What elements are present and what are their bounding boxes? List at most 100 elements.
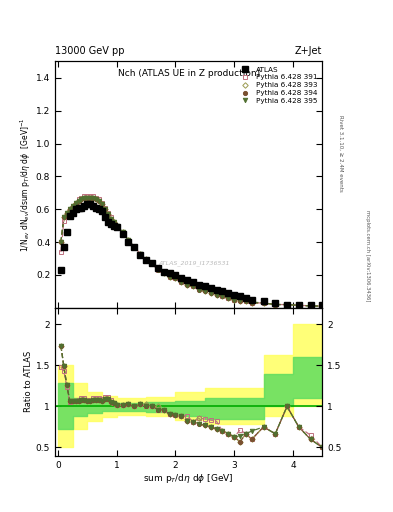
X-axis label: sum p$_T$/d$\eta$ d$\phi$ [GeV]: sum p$_T$/d$\eta$ d$\phi$ [GeV]	[143, 472, 234, 485]
ATLAS	[185, 277, 189, 283]
Pythia 6.428 395	[214, 292, 219, 298]
ATLAS	[144, 257, 149, 263]
Pythia 6.428 391	[261, 300, 266, 306]
Pythia 6.428 391	[156, 267, 160, 273]
ATLAS	[97, 206, 101, 212]
Pythia 6.428 391	[196, 285, 201, 291]
Pythia 6.428 391	[232, 296, 237, 303]
Pythia 6.428 391	[126, 238, 131, 244]
Pythia 6.428 391	[88, 193, 93, 199]
Pythia 6.428 395	[250, 299, 254, 305]
ATLAS	[120, 231, 125, 237]
Pythia 6.428 394	[61, 215, 66, 221]
Pythia 6.428 394	[238, 298, 242, 304]
Pythia 6.428 394	[156, 267, 160, 273]
Text: Nch (ATLAS UE in Z production): Nch (ATLAS UE in Z production)	[118, 69, 260, 78]
Pythia 6.428 391	[285, 302, 289, 308]
Pythia 6.428 393	[208, 290, 213, 296]
Pythia 6.428 395	[196, 287, 201, 293]
Pythia 6.428 393	[214, 292, 219, 298]
Pythia 6.428 395	[208, 290, 213, 296]
Text: 13000 GeV pp: 13000 GeV pp	[55, 46, 125, 56]
Pythia 6.428 393	[138, 250, 143, 257]
Pythia 6.428 391	[173, 275, 178, 282]
Pythia 6.428 394	[214, 292, 219, 298]
Y-axis label: Ratio to ATLAS: Ratio to ATLAS	[24, 351, 33, 412]
ATLAS	[150, 261, 154, 267]
Pythia 6.428 393	[226, 295, 231, 301]
Pythia 6.428 395	[138, 250, 143, 257]
Pythia 6.428 395	[226, 295, 231, 301]
ATLAS	[100, 208, 105, 214]
Pythia 6.428 395	[202, 288, 207, 294]
ATLAS	[138, 252, 143, 259]
ATLAS	[196, 282, 201, 288]
ATLAS	[250, 296, 254, 303]
Pythia 6.428 394	[191, 284, 195, 290]
Pythia 6.428 393	[79, 196, 84, 202]
Pythia 6.428 394	[94, 196, 99, 202]
Pythia 6.428 395	[320, 303, 325, 309]
Pythia 6.428 395	[67, 206, 72, 212]
Pythia 6.428 395	[82, 195, 87, 201]
Line: Pythia 6.428 394: Pythia 6.428 394	[59, 196, 324, 308]
Pythia 6.428 393	[120, 229, 125, 236]
Pythia 6.428 395	[144, 257, 149, 263]
Pythia 6.428 393	[73, 200, 78, 206]
Pythia 6.428 391	[103, 205, 107, 211]
Pythia 6.428 391	[144, 257, 149, 263]
Pythia 6.428 395	[161, 270, 166, 276]
Pythia 6.428 394	[196, 287, 201, 293]
Pythia 6.428 395	[150, 261, 154, 267]
Pythia 6.428 395	[111, 219, 116, 225]
Pythia 6.428 393	[100, 201, 105, 207]
Pythia 6.428 391	[191, 284, 195, 290]
ATLAS	[59, 267, 63, 273]
Pythia 6.428 393	[220, 293, 225, 300]
Text: Z+Jet: Z+Jet	[295, 46, 322, 56]
Pythia 6.428 393	[59, 239, 63, 245]
Pythia 6.428 394	[173, 275, 178, 282]
Pythia 6.428 394	[232, 296, 237, 303]
Pythia 6.428 391	[91, 193, 95, 199]
Pythia 6.428 393	[238, 298, 242, 304]
ATLAS	[232, 292, 237, 298]
Pythia 6.428 393	[94, 196, 99, 202]
Pythia 6.428 393	[85, 195, 90, 201]
Pythia 6.428 394	[100, 201, 105, 207]
Pythia 6.428 395	[244, 298, 248, 304]
Pythia 6.428 394	[208, 290, 213, 296]
ATLAS	[94, 205, 99, 211]
ATLAS	[296, 302, 301, 308]
Pythia 6.428 393	[156, 265, 160, 271]
Line: Pythia 6.428 391: Pythia 6.428 391	[59, 194, 324, 308]
Pythia 6.428 393	[82, 195, 87, 201]
Pythia 6.428 393	[132, 244, 137, 250]
Pythia 6.428 391	[161, 270, 166, 276]
Pythia 6.428 394	[73, 200, 78, 206]
Pythia 6.428 391	[208, 288, 213, 294]
Pythia 6.428 391	[64, 211, 69, 217]
Pythia 6.428 395	[273, 302, 277, 308]
Pythia 6.428 394	[308, 303, 313, 309]
Pythia 6.428 395	[167, 273, 172, 280]
Pythia 6.428 393	[185, 282, 189, 288]
Pythia 6.428 394	[106, 211, 110, 217]
ATLAS	[238, 293, 242, 300]
Pythia 6.428 395	[76, 198, 81, 204]
Pythia 6.428 394	[138, 250, 143, 257]
Pythia 6.428 394	[67, 206, 72, 212]
Pythia 6.428 395	[61, 215, 66, 221]
Text: mcplots.cern.ch [arXiv:1306.3436]: mcplots.cern.ch [arXiv:1306.3436]	[365, 210, 371, 302]
Pythia 6.428 393	[167, 273, 172, 280]
Pythia 6.428 393	[196, 285, 201, 291]
Pythia 6.428 393	[144, 255, 149, 262]
ATLAS	[106, 219, 110, 225]
Pythia 6.428 395	[88, 195, 93, 201]
Pythia 6.428 393	[70, 203, 75, 209]
Pythia 6.428 393	[232, 296, 237, 303]
Pythia 6.428 393	[91, 195, 95, 201]
ATLAS	[67, 213, 72, 219]
Pythia 6.428 391	[220, 293, 225, 300]
Pythia 6.428 391	[320, 303, 325, 309]
